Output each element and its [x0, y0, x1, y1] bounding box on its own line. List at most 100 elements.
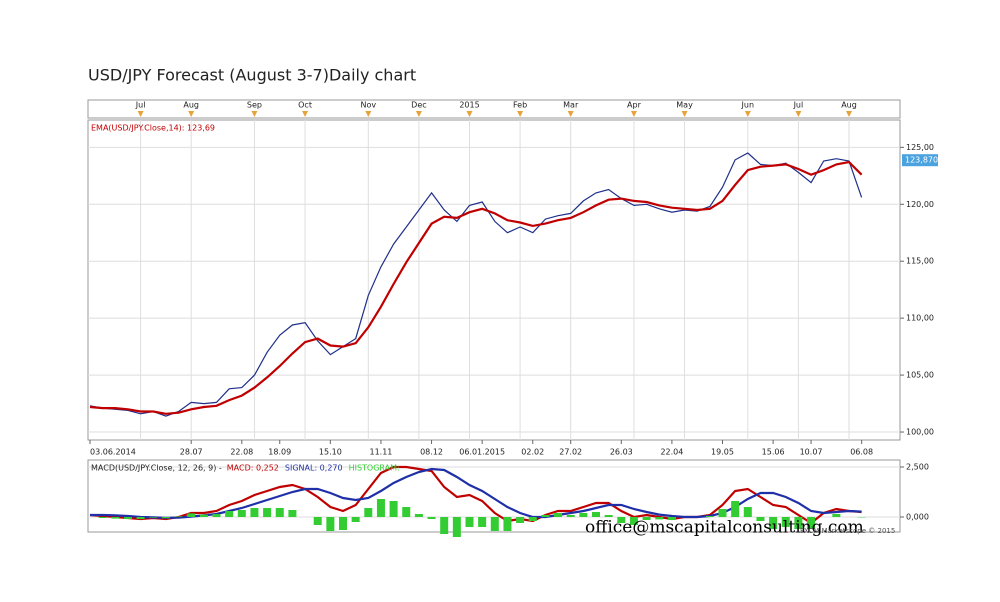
y-tick-label: 105,00: [906, 371, 934, 380]
histogram-bar: [604, 515, 613, 517]
histogram-bar: [212, 514, 221, 517]
histogram-bar: [326, 517, 335, 531]
histogram-bar: [781, 517, 790, 527]
histogram-bar: [667, 517, 676, 520]
histogram-bar: [617, 517, 626, 523]
histogram-bar: [339, 517, 347, 530]
histogram-bar: [376, 499, 385, 517]
month-marker: [630, 111, 637, 117]
histogram-bar: [807, 517, 816, 529]
x-tick-label: 27.02: [559, 448, 582, 457]
histogram-bar: [566, 515, 575, 517]
month-label: Dec: [411, 101, 426, 110]
y-tick-label: 115,00: [906, 257, 934, 266]
month-label: Aug: [183, 101, 199, 110]
legend-entry: SIGNAL: 0,270: [285, 464, 343, 473]
histogram-bar: [149, 517, 158, 518]
month-label: Apr: [627, 101, 642, 110]
histogram-bar: [769, 517, 778, 529]
x-tick-label: 10.07: [800, 448, 823, 457]
month-marker: [137, 111, 144, 117]
x-tick-label: 22.08: [230, 448, 253, 457]
histogram-bar: [263, 508, 272, 517]
x-tick-label: 19.05: [711, 448, 734, 457]
month-marker: [744, 111, 751, 117]
month-marker: [681, 111, 688, 117]
histogram-bar: [250, 508, 259, 517]
histogram-bar: [389, 501, 398, 517]
histogram-bar: [136, 517, 145, 519]
x-tick-label: 15.10: [319, 448, 342, 457]
histogram-bar: [705, 516, 714, 517]
histogram-bar: [629, 517, 638, 525]
price-panel: [87, 119, 901, 441]
series-line: [89, 152, 863, 417]
histogram-bar: [402, 507, 411, 517]
x-tick-label: 18.09: [268, 448, 291, 457]
histogram-bar: [187, 513, 196, 517]
histogram-bar: [718, 509, 727, 517]
histogram-bar: [642, 517, 651, 520]
x-tick-label: 03.06.2014: [90, 448, 136, 457]
histogram-bar: [503, 517, 512, 531]
month-marker: [365, 111, 372, 117]
month-marker: [795, 111, 802, 117]
x-tick-label: 08.12: [420, 448, 443, 457]
x-tick-label: 22.04: [660, 448, 683, 457]
watermark: office@mscapitalconsulting.com: [585, 518, 864, 538]
histogram-bar: [174, 516, 183, 517]
x-tick-label: 06.08: [850, 448, 873, 457]
month-marker: [188, 111, 195, 117]
panel-title: MACD(USD/JPY.Close, 12, 26, 9) -: [91, 464, 222, 473]
month-marker: [415, 111, 422, 117]
month-marker: [517, 111, 524, 117]
histogram-bar: [465, 517, 474, 527]
histogram-bar: [452, 517, 461, 537]
month-label: Jul: [793, 101, 804, 110]
month-label: Oct: [298, 101, 312, 110]
histogram-bar: [275, 508, 284, 517]
month-label: Jul: [135, 101, 146, 110]
histogram-bar: [414, 514, 423, 517]
month-marker: [846, 111, 852, 117]
x-tick-label: 11.11: [369, 448, 392, 457]
histogram-bar: [579, 513, 588, 517]
y-tick-label: 100,00: [906, 428, 934, 437]
month-strip: [87, 99, 901, 119]
x-tick-label: 06.01.2015: [459, 448, 505, 457]
series-label: EMA(USD/JPY.Close,14): 123,69: [91, 124, 215, 133]
histogram-bar: [541, 515, 550, 517]
month-label: Feb: [513, 101, 527, 110]
last-price-box: [902, 154, 938, 167]
last-price-label: 123,870: [905, 156, 938, 165]
histogram-bar: [199, 514, 208, 517]
month-marker: [251, 111, 258, 117]
month-marker: [466, 111, 473, 117]
histogram-bar: [794, 517, 803, 529]
histogram-bar: [832, 514, 841, 517]
credit: FXCM Marketscope © 2015: [800, 527, 895, 535]
histogram-bar: [313, 517, 322, 525]
series-line: [89, 465, 862, 525]
y-tick-label: 0,000: [906, 513, 929, 522]
y-tick-label: 2,500: [906, 463, 929, 472]
month-marker: [302, 111, 309, 117]
month-marker: [567, 111, 574, 117]
histogram-bar: [123, 517, 132, 519]
histogram-bar: [655, 517, 664, 520]
y-tick-label: 120,00: [906, 200, 934, 209]
histogram-bar: [528, 517, 537, 521]
histogram-bar: [364, 508, 373, 517]
month-label: Jun: [741, 101, 755, 110]
month-label: Sep: [247, 101, 262, 110]
month-label: Aug: [841, 101, 857, 110]
month-label: 2015: [459, 101, 479, 110]
month-label: May: [676, 101, 693, 110]
x-tick-label: 26.03: [610, 448, 633, 457]
x-tick-label: 28.07: [180, 448, 203, 457]
histogram-bar: [237, 510, 246, 517]
month-label: Mar: [563, 101, 579, 110]
series-line: [89, 160, 863, 415]
